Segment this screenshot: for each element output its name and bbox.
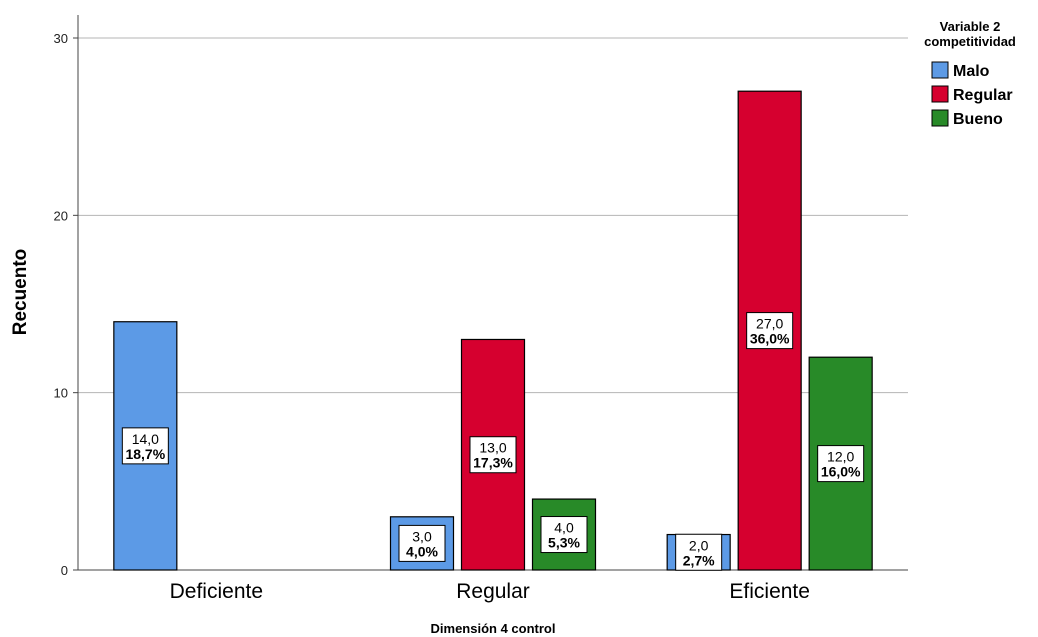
data-label: 4,05,3% <box>540 516 588 554</box>
x-category-label: Deficiente <box>170 580 263 603</box>
data-label-value: 4,0 <box>554 520 574 536</box>
y-axis-label: Recuento <box>10 249 31 336</box>
y-tick-label: 10 <box>54 386 68 401</box>
data-label-box <box>817 445 865 483</box>
data-label: 27,036,0% <box>746 312 794 350</box>
data-label-box <box>121 427 169 465</box>
data-label: 3,04,0% <box>398 524 446 562</box>
data-label-box <box>540 516 588 554</box>
data-label-percent: 5,3% <box>548 535 580 551</box>
legend-title-line-1: Variable 2 <box>940 19 1001 34</box>
data-label-value: 13,0 <box>479 440 506 456</box>
legend-swatch <box>931 61 949 79</box>
legend-label: Regular <box>953 87 1013 104</box>
data-label-box <box>469 436 517 474</box>
data-label-value: 2,0 <box>689 537 709 553</box>
data-label: 13,017,3% <box>469 436 517 474</box>
x-axis-label: Dimensión 4 control <box>431 621 556 636</box>
data-label-percent: 16,0% <box>821 464 861 480</box>
y-tick-label: 0 <box>61 563 68 578</box>
data-label: 14,018,7% <box>121 427 169 465</box>
data-label-value: 12,0 <box>827 449 854 465</box>
y-tick-label: 20 <box>54 208 68 223</box>
y-tick-label: 30 <box>54 31 68 46</box>
legend-title-line-2: competitividad <box>924 34 1016 49</box>
data-label: 12,016,0% <box>817 445 865 483</box>
data-label-value: 3,0 <box>412 528 432 544</box>
data-label-box <box>746 312 794 350</box>
data-label-value: 14,0 <box>132 431 159 447</box>
data-label-box <box>398 524 446 562</box>
bar-labels: 14,018,7%3,04,0%13,017,3%4,05,3% 2,02,7%2… <box>121 312 865 571</box>
data-label: 2,02,7% <box>675 533 723 571</box>
data-label-percent: 17,3% <box>473 455 513 471</box>
x-axis-categories: Deficiente Regular Eficiente <box>170 580 810 603</box>
x-category-label: Regular <box>456 580 530 603</box>
data-label-percent: 18,7% <box>125 446 165 462</box>
legend-items: Malo Regular Bueno <box>931 61 1013 128</box>
legend-swatch <box>931 85 949 103</box>
legend-label: Malo <box>953 63 990 80</box>
legend-label: Bueno <box>953 111 1003 128</box>
legend: Variable 2 competitividad Malo Regular Bue… <box>924 19 1016 128</box>
y-axis-ticks: 0 10 20 30 <box>54 31 78 578</box>
data-label-percent: 36,0% <box>750 331 790 347</box>
data-label-value: 27,0 <box>756 316 783 332</box>
data-label-box <box>675 533 723 571</box>
data-label-percent: 2,7% <box>683 552 715 568</box>
x-category-label: Eficiente <box>729 580 810 603</box>
data-label-percent: 4,0% <box>406 543 438 559</box>
legend-swatch <box>931 109 949 127</box>
